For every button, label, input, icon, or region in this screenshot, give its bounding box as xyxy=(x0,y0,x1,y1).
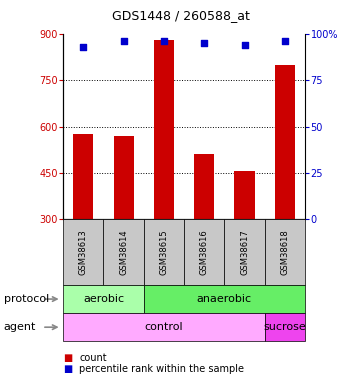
Text: GSM38613: GSM38613 xyxy=(79,229,88,275)
Bar xyxy=(63,313,265,341)
Bar xyxy=(104,219,144,285)
Point xyxy=(242,42,248,48)
Text: GDS1448 / 260588_at: GDS1448 / 260588_at xyxy=(112,9,249,22)
Text: anaerobic: anaerobic xyxy=(197,294,252,304)
Point xyxy=(282,38,288,44)
Text: GSM38618: GSM38618 xyxy=(280,229,290,275)
Text: percentile rank within the sample: percentile rank within the sample xyxy=(79,364,244,374)
Bar xyxy=(265,313,305,341)
Bar xyxy=(114,136,134,312)
Point xyxy=(121,38,126,44)
Point xyxy=(81,44,86,50)
Text: agent: agent xyxy=(4,322,36,332)
Point xyxy=(201,40,207,46)
Text: GSM38617: GSM38617 xyxy=(240,229,249,275)
Text: GSM38615: GSM38615 xyxy=(160,230,169,275)
Bar xyxy=(235,171,255,312)
Bar xyxy=(144,219,184,285)
Bar xyxy=(184,219,225,285)
Bar xyxy=(154,40,174,312)
Text: protocol: protocol xyxy=(4,294,49,304)
Text: GSM38614: GSM38614 xyxy=(119,230,128,275)
Text: control: control xyxy=(145,322,183,332)
Bar xyxy=(63,285,144,313)
Bar xyxy=(73,134,93,312)
Bar xyxy=(225,219,265,285)
Text: sucrose: sucrose xyxy=(264,322,306,332)
Point xyxy=(161,38,167,44)
Bar xyxy=(265,219,305,285)
Text: ■: ■ xyxy=(63,353,73,363)
Bar xyxy=(194,154,214,312)
Text: GSM38616: GSM38616 xyxy=(200,229,209,275)
Bar xyxy=(275,65,295,312)
Text: aerobic: aerobic xyxy=(83,294,124,304)
Text: count: count xyxy=(79,353,107,363)
Text: ■: ■ xyxy=(63,364,73,374)
Bar xyxy=(63,219,104,285)
Bar xyxy=(144,285,305,313)
